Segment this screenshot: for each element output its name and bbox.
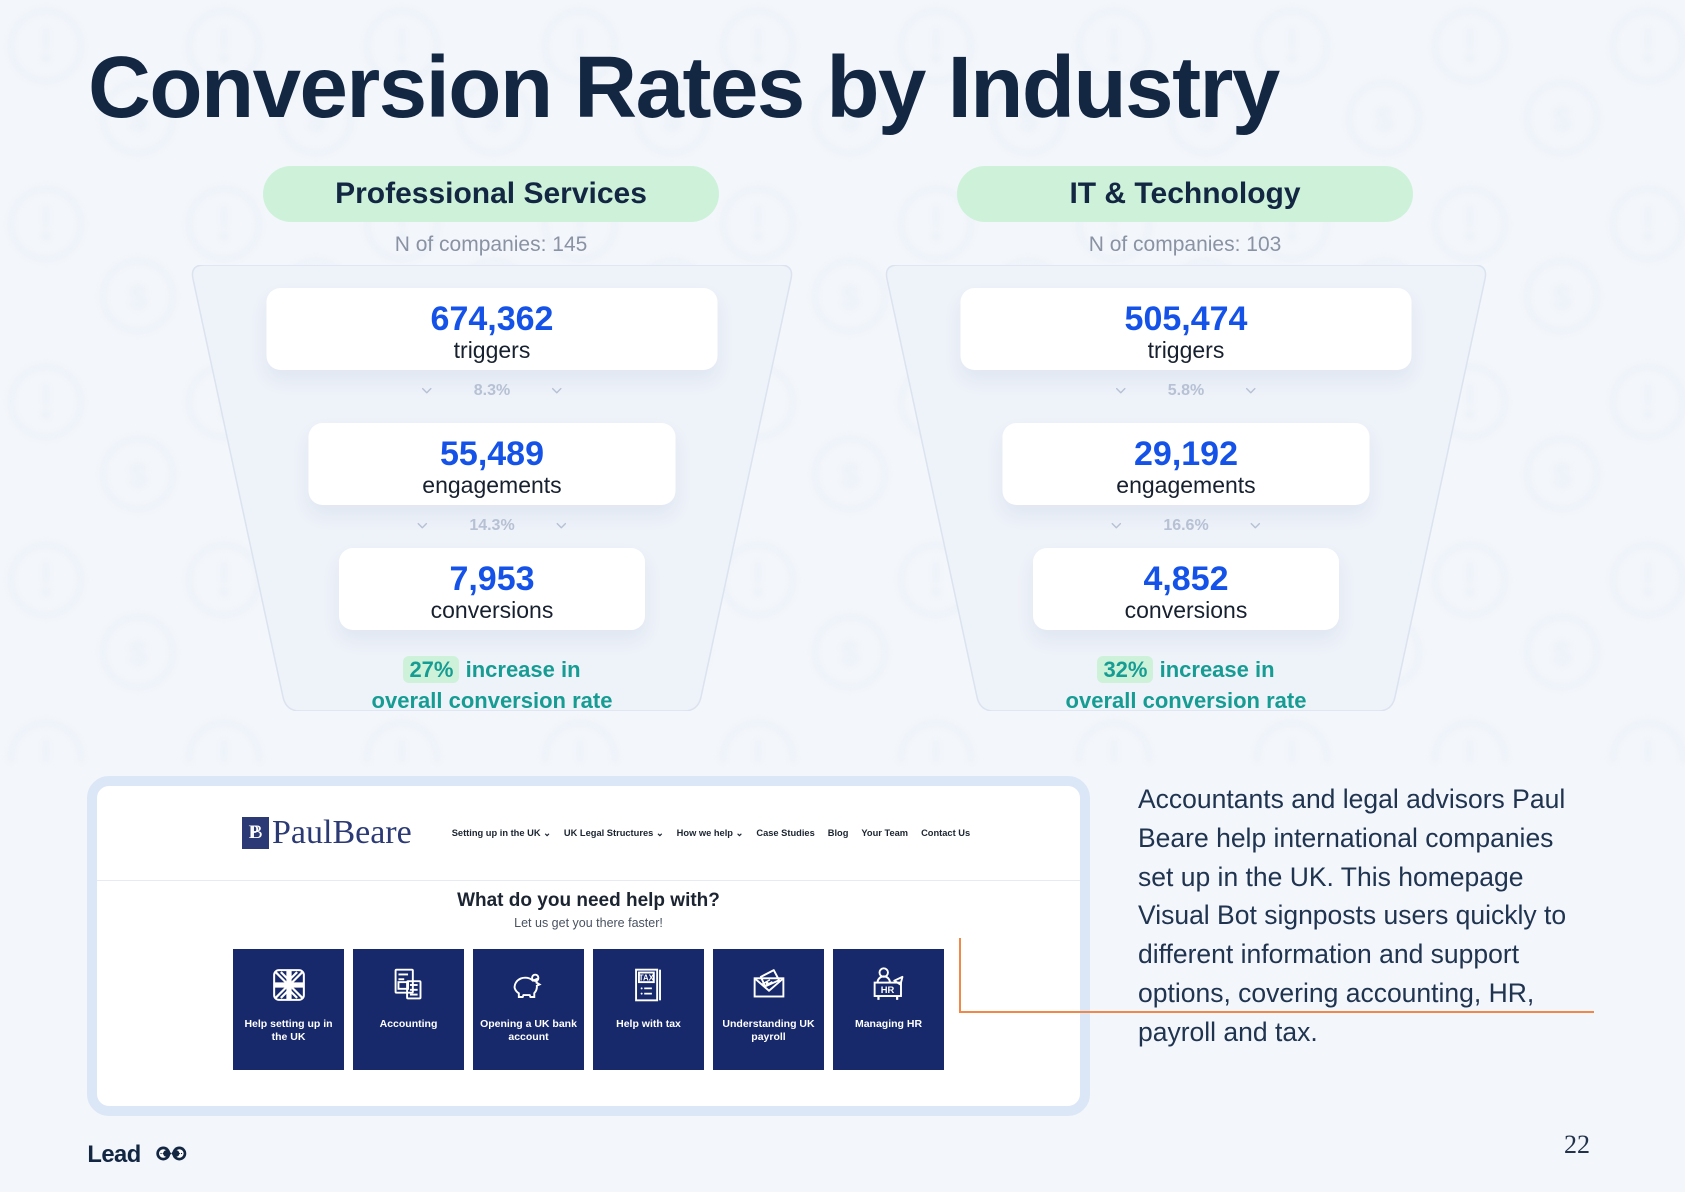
svg-text:Lead: Lead: [87, 1141, 140, 1168]
svg-text:TAX: TAX: [638, 974, 654, 983]
svg-text:HR: HR: [880, 984, 894, 995]
